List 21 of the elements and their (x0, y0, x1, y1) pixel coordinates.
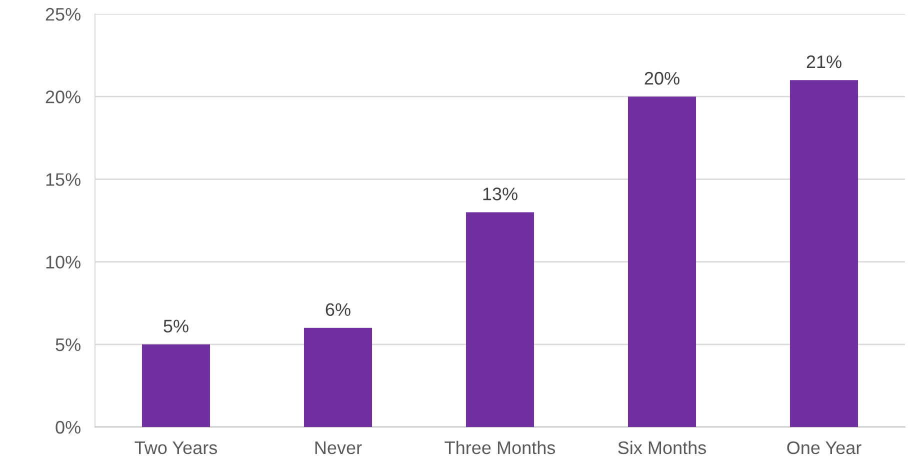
x-tick-label: Never (315, 442, 362, 454)
bar (304, 328, 372, 427)
data-label: 13% (483, 188, 518, 200)
bar (790, 80, 858, 427)
x-tick-label: One Year (787, 441, 862, 454)
x-tick-label: Two Years (134, 442, 218, 454)
y-tick-label: 15% (46, 173, 80, 186)
bar (142, 344, 210, 427)
bar (628, 96, 696, 427)
data-label: 21% (806, 55, 842, 68)
x-tick-label: Three Months (444, 440, 556, 454)
x-tick-label: Six Months (618, 440, 706, 454)
bar (466, 212, 534, 427)
y-tick-label: 5% (56, 338, 80, 352)
y-tick-label: 20% (46, 90, 80, 104)
y-tick-label: 10% (46, 256, 80, 269)
data-label: 20% (644, 72, 680, 85)
data-label: 5% (164, 320, 188, 332)
y-tick-label: 0% (56, 420, 80, 434)
data-label: 6% (326, 303, 350, 316)
y-tick-label: 25% (46, 8, 80, 21)
